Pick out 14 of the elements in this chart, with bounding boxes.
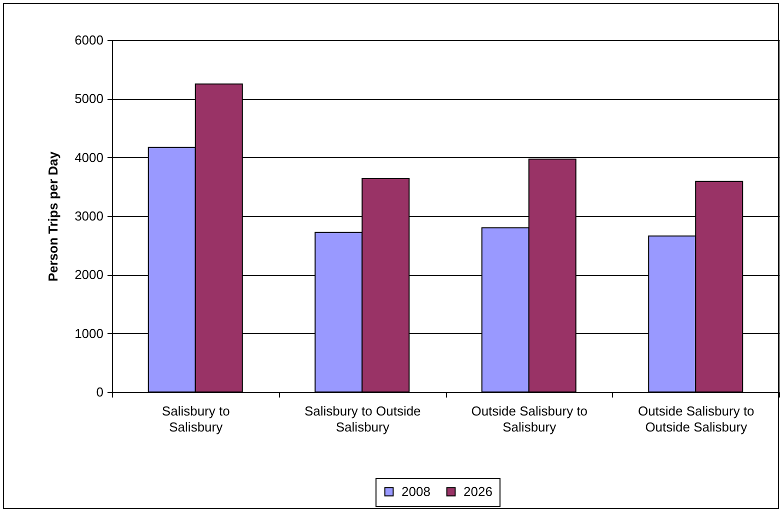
y-tick-label: 4000 [74,150,104,165]
y-tick-label: 0 [96,384,104,400]
x-tick-label: Outside Salisbury to Salisbury [471,404,588,434]
y-tick-label: 2000 [74,267,104,282]
y-tick-label: 3000 [74,208,104,224]
legend-label: 2026 [464,484,492,499]
y-tick-label: 1000 [74,326,104,341]
y-tick-label: 6000 [74,32,104,48]
y-tick-label: 5000 [74,91,104,106]
x-tick-label: Outside Salisbury to Outside Salisbury [638,404,754,434]
legend-label: 2008 [402,484,430,499]
x-tick-label: Salisbury to Salisbury [162,404,230,434]
y-axis-title: Person Trips per Day [46,150,61,282]
x-tick-label: Salisbury to Outside Salisbury [304,404,421,434]
